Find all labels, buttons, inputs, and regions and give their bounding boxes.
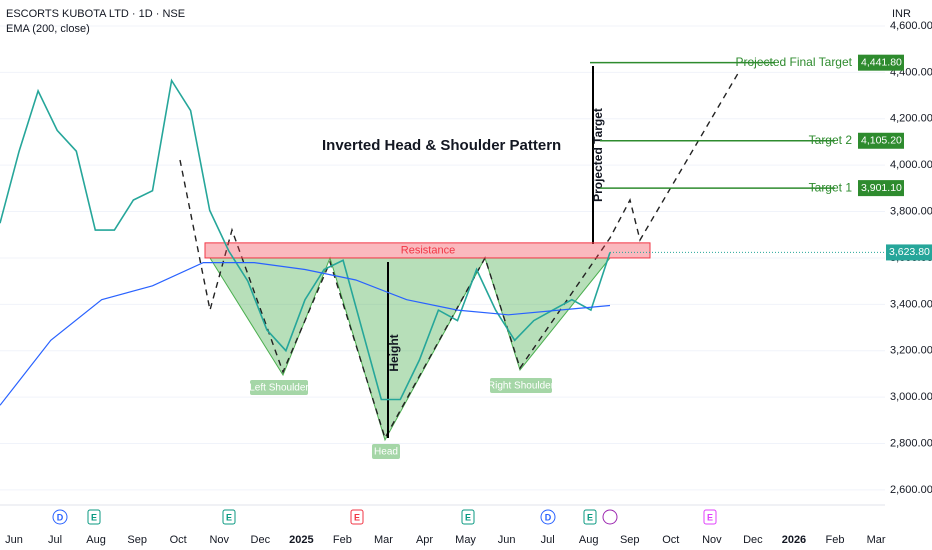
y-tick-label: 2,600.00 [890, 484, 932, 496]
label-box [490, 378, 552, 393]
event-letter: D [545, 512, 552, 522]
indicator: EMA (200, close) [6, 23, 90, 35]
x-tick-label: Nov [209, 534, 229, 546]
symbol: ESCORTS KUBOTA LTD · 1D · NSE [6, 8, 185, 20]
x-tick-label: Sep [127, 534, 147, 546]
event-icon [87, 509, 101, 525]
x-tick-label: Aug [86, 534, 106, 546]
target-label: Projected Final Target [735, 55, 852, 69]
target-box [858, 132, 904, 149]
pattern-label: Right Shoulder [488, 381, 555, 392]
projection-label: Projected Target [591, 108, 605, 202]
y-tick-label: 4,600.00 [890, 20, 932, 32]
x-tick-label: Oct [662, 534, 679, 546]
pattern-area [209, 256, 612, 442]
pattern-label: Head [374, 447, 398, 458]
y-tick-label: 3,400.00 [890, 298, 932, 310]
last-price-label: 3,623.80 [889, 246, 930, 258]
target-box [858, 180, 904, 197]
event-icon [350, 509, 364, 525]
x-tick-label: Oct [170, 534, 187, 546]
event-letter: E [226, 512, 232, 522]
x-tick-label: Sep [620, 534, 640, 546]
target-label: Target 1 [809, 180, 853, 194]
target-value: 4,105.20 [861, 135, 902, 147]
event-letter: D [57, 512, 64, 522]
x-tick-label: Dec [251, 534, 271, 546]
x-tick-label: 2026 [782, 534, 806, 546]
x-tick-label: Dec [743, 534, 763, 546]
event-letter: E [707, 512, 713, 522]
x-tick-label: Jul [541, 534, 555, 546]
series-line [0, 262, 611, 406]
event-icon [52, 509, 68, 525]
height-label: Height [387, 334, 401, 371]
event-icon [703, 509, 717, 525]
series-line [0, 78, 611, 401]
pattern-title: Inverted Head & Shoulder Pattern [322, 137, 561, 154]
event-icon [583, 509, 597, 525]
event-icon [602, 509, 618, 525]
x-tick-label: Apr [416, 534, 433, 546]
x-tick-label: 2025 [289, 534, 313, 546]
y-tick-label: 3,800.00 [890, 205, 932, 217]
label-box [372, 444, 400, 459]
target-box [858, 54, 904, 71]
label-box [250, 380, 308, 395]
x-tick-label: Nov [702, 534, 722, 546]
y-tick-label: 4,000.00 [890, 159, 932, 171]
y-tick-label: 3,000.00 [890, 391, 932, 403]
x-tick-label: Jun [5, 534, 23, 546]
x-tick-label: Mar [867, 534, 886, 546]
resistance-zone [204, 242, 651, 259]
resistance-label: Resistance [401, 244, 455, 256]
target-value: 3,901.10 [861, 182, 902, 194]
x-tick-label: Mar [374, 534, 393, 546]
x-tick-label: May [455, 534, 476, 546]
event-icon [461, 509, 475, 525]
last-price-box [886, 244, 932, 261]
x-tick-label: Jun [498, 534, 516, 546]
y-tick-label: 2,800.00 [890, 437, 932, 449]
currency: INR [892, 8, 911, 20]
event-letter: E [91, 512, 97, 522]
target-value: 4,441.80 [861, 56, 902, 68]
pattern-label: Left Shoulder [249, 383, 309, 394]
x-tick-label: Aug [579, 534, 599, 546]
event-letter: E [465, 512, 471, 522]
x-tick-label: Feb [826, 534, 845, 546]
event-icon [222, 509, 236, 525]
event-icon [540, 509, 556, 525]
y-tick-label: 3,200.00 [890, 345, 932, 357]
x-tick-label: Jul [48, 534, 62, 546]
event-letter: E [587, 512, 593, 522]
event-letter: E [354, 512, 360, 522]
y-tick-label: 4,200.00 [890, 113, 932, 125]
target-label: Target 2 [809, 133, 853, 147]
x-tick-label: Feb [333, 534, 352, 546]
